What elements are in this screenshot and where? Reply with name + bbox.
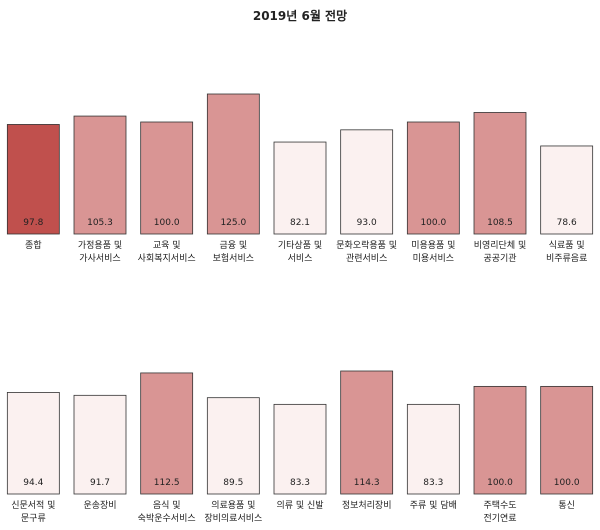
data-label: 93.0 [357, 218, 377, 228]
category-label: 가정용품 및 가사서비스 [78, 239, 122, 264]
data-label: 105.3 [87, 218, 113, 228]
bar [406, 121, 460, 235]
category-label: 식료품 및 비주류음료 [546, 239, 587, 264]
bar [540, 145, 594, 235]
data-label: 108.5 [487, 218, 513, 228]
category-label: 주택수도 전기연료 [483, 500, 516, 524]
data-label: 112.5 [154, 478, 180, 488]
bar [140, 372, 194, 495]
data-label: 97.8 [23, 218, 43, 228]
chart-title: 2019년 6월 전망 [252, 9, 348, 23]
category-label: 운송장비 [83, 500, 116, 511]
category-label: 기타상품 및 서비스 [278, 239, 322, 264]
data-label: 91.7 [90, 478, 110, 488]
category-label: 종합 [25, 240, 42, 251]
bar [406, 403, 460, 495]
category-label: 문화오락용품 및 관련서비스 [336, 239, 397, 264]
data-label: 78.6 [557, 218, 577, 228]
data-label: 100.0 [154, 218, 180, 228]
bar [206, 93, 260, 235]
category-label: 음식 및 숙박운수서비스 [138, 499, 196, 524]
bar [340, 129, 394, 235]
bar [473, 112, 527, 235]
data-label: 83.3 [290, 478, 310, 488]
data-label: 114.3 [354, 478, 380, 488]
chart-panel-2: 94.4 신문서적 및 문구류 91.7 운송장비 112.5 음식 및 숙박운수서비스 89.… [6, 370, 594, 524]
category-label: 정보처리장비 [342, 499, 392, 511]
category-label: 주류 및 담배 [410, 499, 457, 511]
data-label: 82.1 [290, 218, 310, 228]
data-label: 100.0 [420, 218, 446, 228]
bar [340, 370, 394, 495]
data-label: 94.4 [23, 478, 43, 488]
bar [140, 121, 194, 235]
data-label: 83.3 [423, 478, 443, 488]
data-label: 125.0 [220, 218, 246, 228]
category-label: 교육 및 사회복지서비스 [138, 239, 196, 264]
category-label: 의류 및 신발 [276, 499, 323, 511]
category-label: 미용용품 및 미용서비스 [411, 239, 455, 264]
bar [6, 124, 60, 235]
bar [73, 115, 127, 235]
bar [206, 397, 260, 495]
category-label: 비영리단체 및 공공기관 [474, 239, 527, 264]
bar [273, 141, 327, 235]
data-label: 100.0 [487, 478, 513, 488]
category-label: 의료용품 및 장비의료서비스 [204, 499, 262, 524]
category-label: 금융 및 보험서비스 [213, 239, 254, 264]
bar [540, 385, 594, 495]
bar [6, 392, 60, 495]
bar [473, 385, 527, 495]
category-label: 통신 [558, 500, 575, 511]
bar [273, 403, 327, 495]
chart-panel-1: 97.8 종합 105.3 가정용품 및 가사서비스 100.0 교육 및 사회복지서비스 12… [6, 93, 594, 264]
category-label: 신문서적 및 문구류 [11, 499, 55, 524]
data-label: 89.5 [223, 478, 243, 488]
bar [73, 394, 127, 495]
data-label: 100.0 [554, 478, 580, 488]
